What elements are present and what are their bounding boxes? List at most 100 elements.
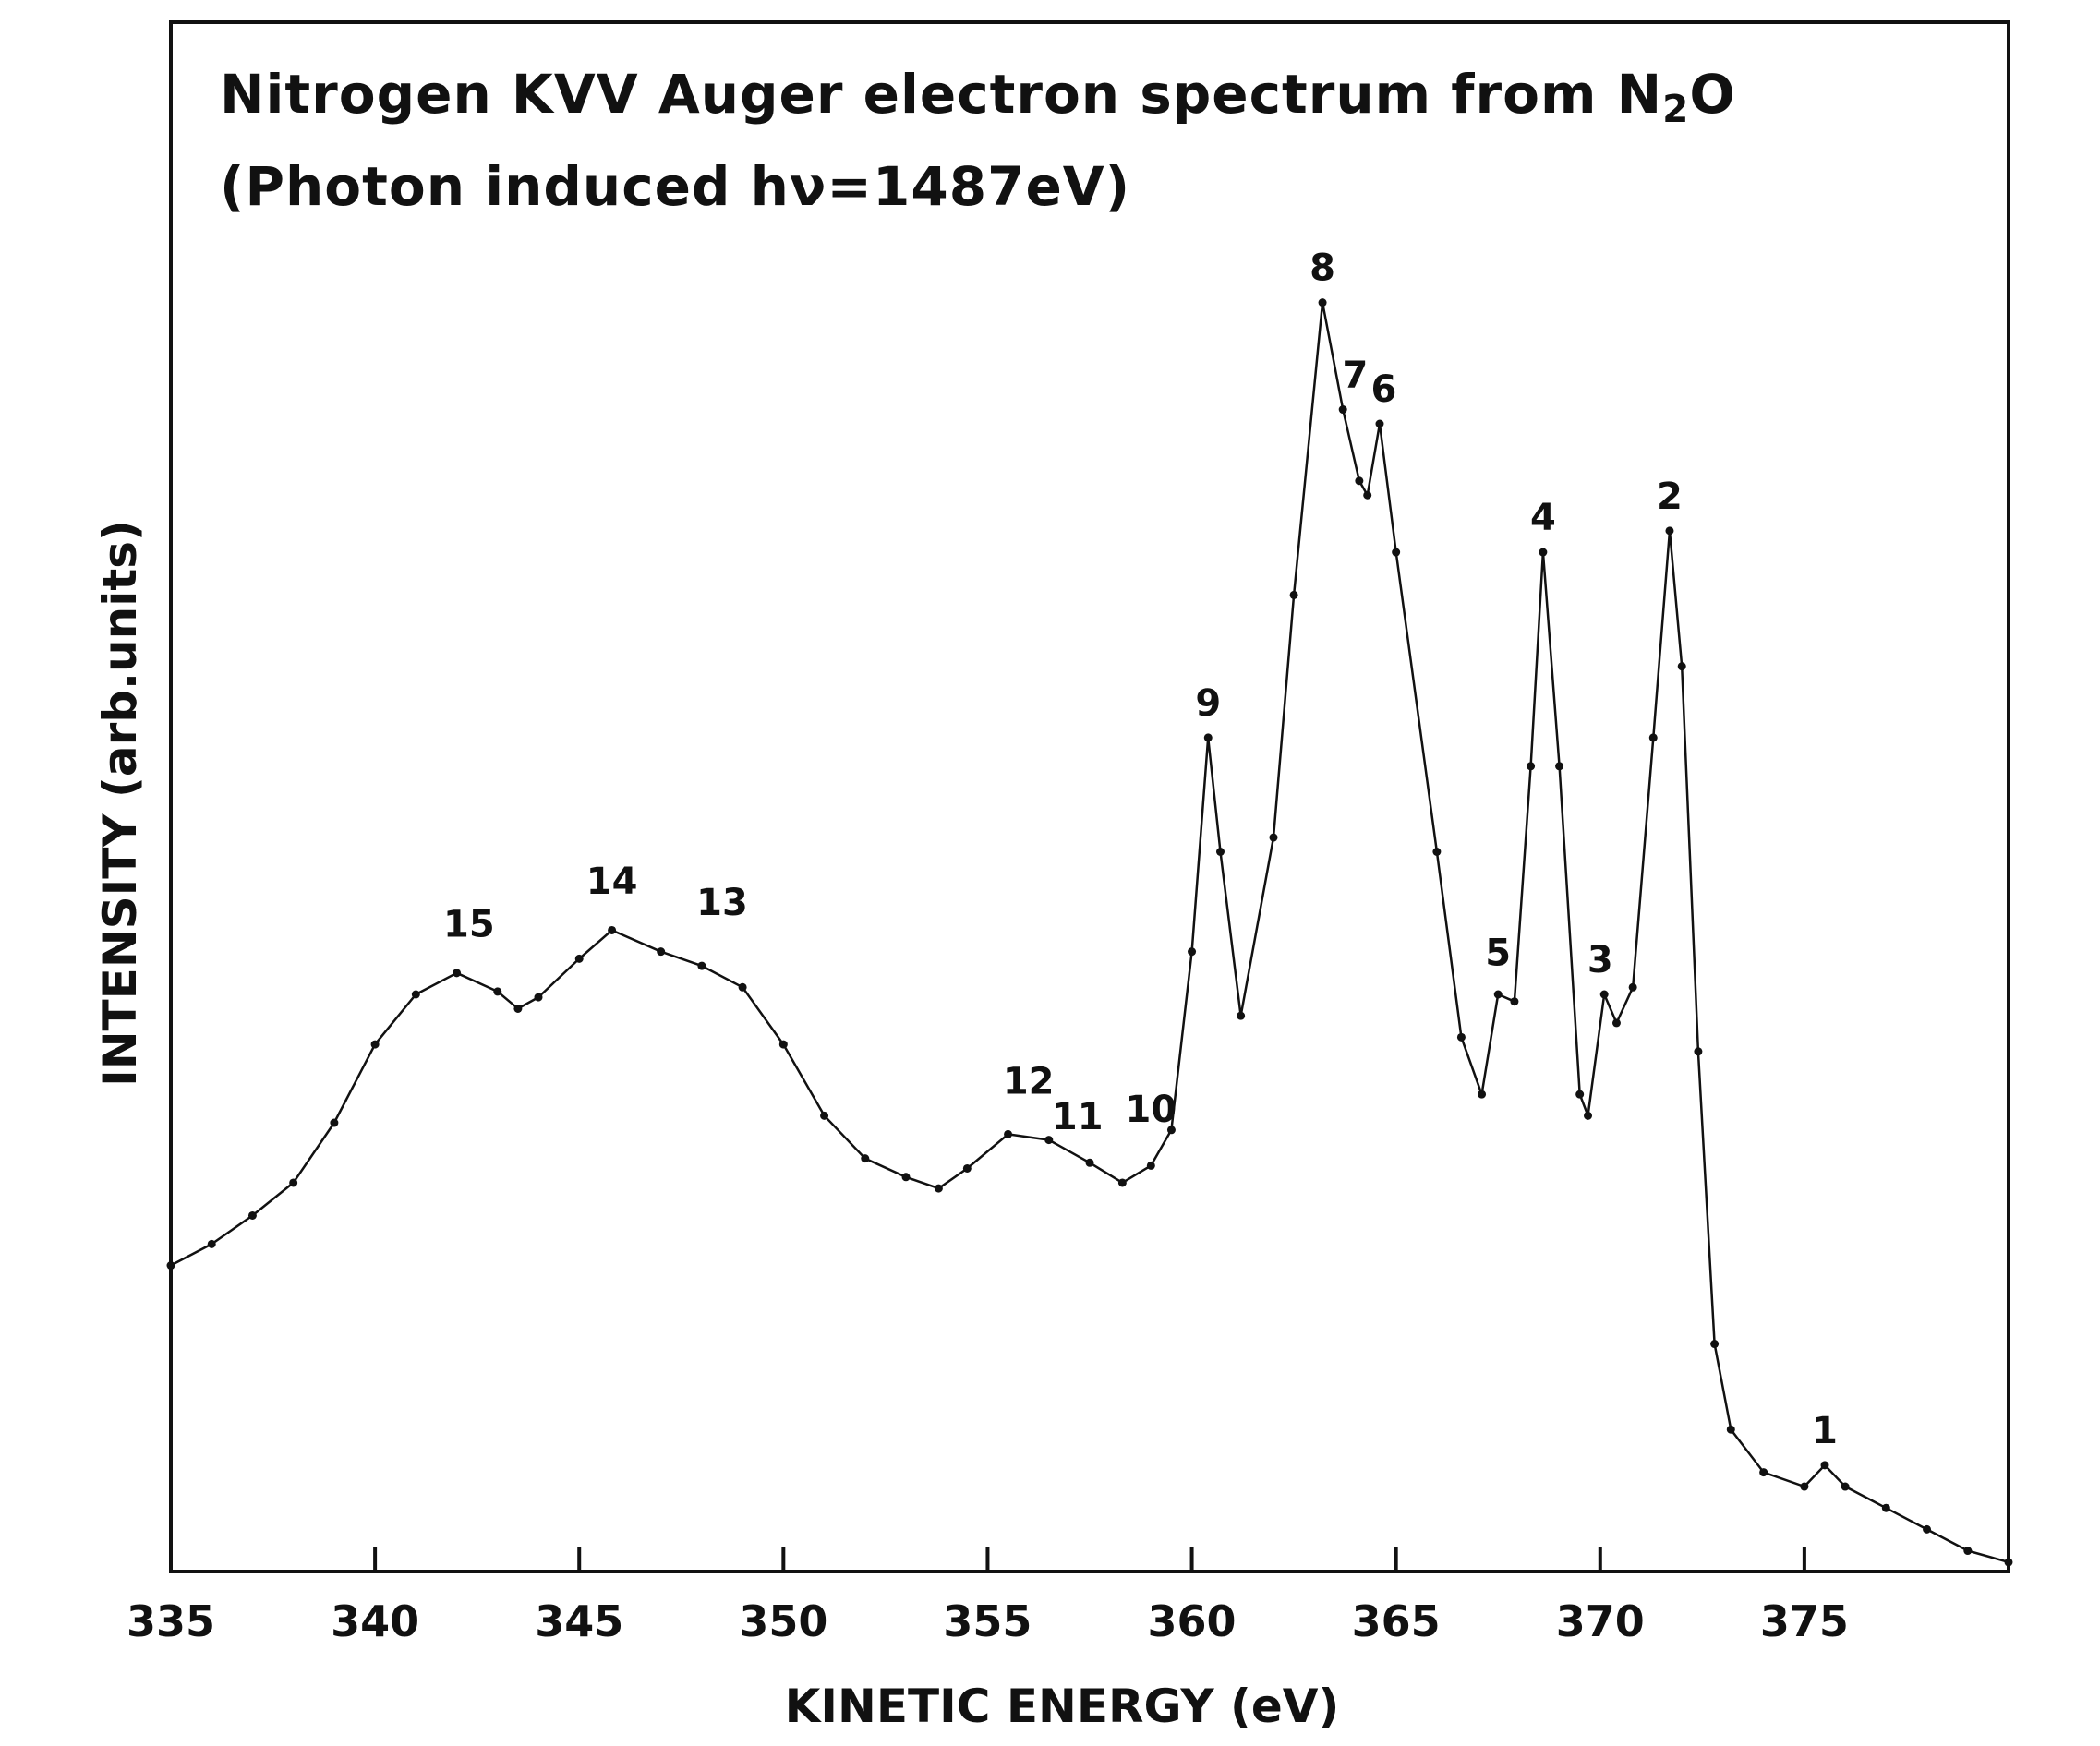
data-point <box>1432 848 1442 856</box>
data-point <box>1539 548 1548 557</box>
data-point <box>289 1178 298 1187</box>
peak-label: 2 <box>1657 476 1683 518</box>
data-point <box>453 969 462 978</box>
data-point <box>1044 1136 1054 1145</box>
x-tick-label: 360 <box>1148 1596 1237 1646</box>
data-point <box>934 1184 943 1193</box>
x-tick-label: 335 <box>127 1596 215 1646</box>
data-point <box>1117 1178 1127 1187</box>
data-point <box>166 1261 175 1270</box>
data-point <box>1677 662 1686 671</box>
data-point <box>1216 848 1225 856</box>
data-point <box>1599 990 1609 999</box>
data-point <box>534 993 543 1002</box>
data-point <box>1318 298 1327 307</box>
data-point <box>738 982 747 992</box>
data-point <box>962 1163 972 1173</box>
data-point <box>1800 1482 1809 1491</box>
peak-label: 3 <box>1587 939 1613 981</box>
data-point <box>1820 1461 1829 1470</box>
data-point <box>1289 590 1298 599</box>
data-point <box>1085 1158 1094 1167</box>
data-point <box>608 925 617 934</box>
data-point <box>330 1118 339 1127</box>
x-axis-label: KINETIC ENERGY (eV) <box>784 1680 1340 1733</box>
peak-label: 13 <box>696 882 748 924</box>
data-point <box>1392 548 1401 557</box>
peak-label: 6 <box>1370 368 1396 411</box>
chart-title-line-2: (Photon induced hν=1487eV) <box>220 155 1131 218</box>
data-point <box>1510 997 1519 1006</box>
x-tick-label: 365 <box>1352 1596 1441 1646</box>
data-point <box>207 1239 216 1248</box>
peak-label: 8 <box>1309 247 1335 290</box>
x-tick-label: 370 <box>1556 1596 1645 1646</box>
data-point <box>1628 982 1637 992</box>
data-point <box>1963 1547 1973 1556</box>
data-point <box>778 1040 788 1049</box>
data-point <box>1375 419 1384 428</box>
data-point <box>1478 1090 1487 1099</box>
x-tick-label: 345 <box>535 1596 623 1646</box>
data-point <box>1575 1090 1585 1099</box>
data-point <box>411 990 420 999</box>
data-point <box>1269 833 1278 842</box>
data-point <box>513 1004 523 1013</box>
peak-label: 10 <box>1125 1089 1177 1131</box>
title-text: Nitrogen KVV Auger electron spectrum fro… <box>220 63 1663 126</box>
data-point <box>1726 1425 1735 1434</box>
data-point <box>1166 1126 1176 1135</box>
data-point <box>1584 1111 1593 1120</box>
data-point <box>820 1111 829 1120</box>
data-point <box>1710 1340 1720 1349</box>
peak-label: 12 <box>1003 1060 1055 1102</box>
data-point <box>574 954 584 963</box>
data-point <box>1527 762 1536 771</box>
peak-label: 9 <box>1195 682 1221 725</box>
data-point <box>1146 1161 1155 1170</box>
y-axis-label: INTENSITY (arb.units) <box>93 520 147 1087</box>
peak-label: 15 <box>443 903 495 945</box>
x-tick-label: 375 <box>1760 1596 1849 1646</box>
data-point <box>657 947 666 957</box>
data-point <box>1456 1032 1466 1042</box>
data-point <box>1648 733 1658 742</box>
data-point <box>1555 762 1564 771</box>
x-tick-label: 350 <box>739 1596 827 1646</box>
x-tick-label: 355 <box>943 1596 1032 1646</box>
data-point <box>247 1210 257 1220</box>
data-point <box>2004 1558 2013 1567</box>
plot-frame <box>169 20 2010 1573</box>
data-point <box>697 961 706 970</box>
title-subscript: 2 <box>1662 87 1690 132</box>
data-point <box>1694 1047 1703 1056</box>
data-point <box>1665 526 1674 536</box>
peak-label: 4 <box>1530 497 1556 539</box>
x-tick-label: 340 <box>331 1596 419 1646</box>
data-point <box>1841 1482 1850 1491</box>
data-point <box>1237 1011 1246 1020</box>
data-point <box>370 1040 380 1049</box>
data-point <box>1363 490 1372 500</box>
title-end: O <box>1689 63 1736 126</box>
data-point <box>1493 990 1503 999</box>
data-point <box>901 1173 911 1182</box>
peak-label: 1 <box>1812 1410 1838 1452</box>
data-point <box>1611 1018 1621 1028</box>
data-point <box>493 987 502 996</box>
peak-label: 5 <box>1485 932 1511 974</box>
peak-label: 11 <box>1052 1096 1104 1138</box>
data-point <box>1203 733 1213 742</box>
peak-label: 14 <box>586 861 638 903</box>
data-point <box>1188 947 1197 957</box>
data-point <box>861 1154 870 1163</box>
data-point <box>1881 1503 1890 1512</box>
chart-title-line-1: Nitrogen KVV Auger electron spectrum fro… <box>220 63 1736 131</box>
data-point <box>1923 1524 1932 1534</box>
data-point <box>1338 405 1347 415</box>
data-point <box>1759 1468 1768 1477</box>
data-point <box>1355 476 1364 486</box>
data-point <box>1004 1129 1013 1138</box>
peak-label: 7 <box>1343 355 1369 397</box>
